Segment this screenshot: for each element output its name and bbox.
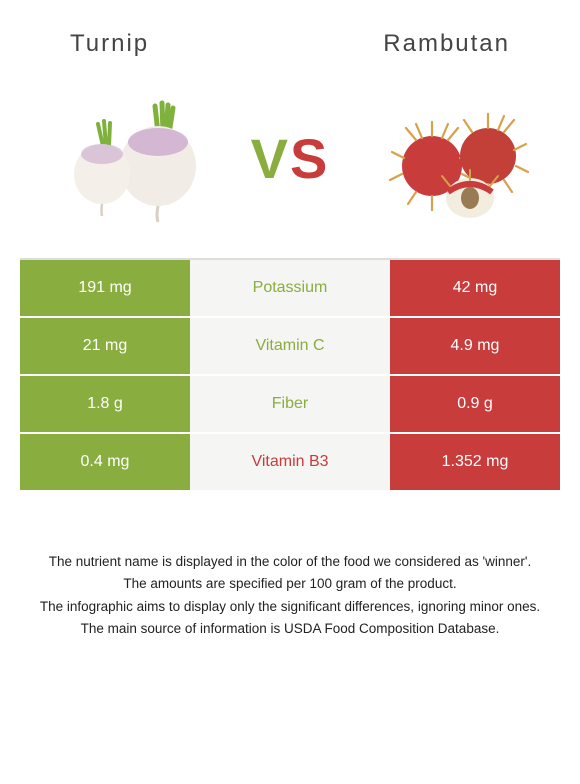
- left-value: 0.4 mg: [20, 434, 190, 490]
- footnote-line: The main source of information is USDA F…: [30, 619, 550, 639]
- right-food-title: Rambutan: [383, 30, 510, 58]
- right-value: 4.9 mg: [390, 318, 560, 374]
- vs-letter-v: V: [251, 127, 290, 190]
- images-row: VS: [0, 68, 580, 258]
- footnote-line: The nutrient name is displayed in the co…: [30, 552, 550, 572]
- left-value: 191 mg: [20, 260, 190, 316]
- vs-label: VS: [251, 126, 330, 191]
- table-row: 191 mgPotassium42 mg: [20, 260, 560, 318]
- table-row: 0.4 mgVitamin B31.352 mg: [20, 434, 560, 492]
- header-row: Turnip Rambutan: [0, 0, 580, 68]
- left-food-title: Turnip: [70, 30, 149, 58]
- table-row: 1.8 gFiber0.9 g: [20, 376, 560, 434]
- vs-letter-s: S: [290, 127, 329, 190]
- right-value: 42 mg: [390, 260, 560, 316]
- left-value: 21 mg: [20, 318, 190, 374]
- nutrient-name: Vitamin B3: [190, 434, 390, 490]
- rambutan-image: [370, 88, 540, 228]
- footnote-line: The infographic aims to display only the…: [30, 597, 550, 617]
- footnotes: The nutrient name is displayed in the co…: [0, 552, 580, 639]
- nutrient-name: Potassium: [190, 260, 390, 316]
- footnote-line: The amounts are specified per 100 gram o…: [30, 574, 550, 594]
- nutrient-name: Fiber: [190, 376, 390, 432]
- right-value: 1.352 mg: [390, 434, 560, 490]
- nutrient-name: Vitamin C: [190, 318, 390, 374]
- nutrient-table: 191 mgPotassium42 mg21 mgVitamin C4.9 mg…: [20, 258, 560, 492]
- left-value: 1.8 g: [20, 376, 190, 432]
- turnip-image: [40, 88, 210, 228]
- right-value: 0.9 g: [390, 376, 560, 432]
- table-row: 21 mgVitamin C4.9 mg: [20, 318, 560, 376]
